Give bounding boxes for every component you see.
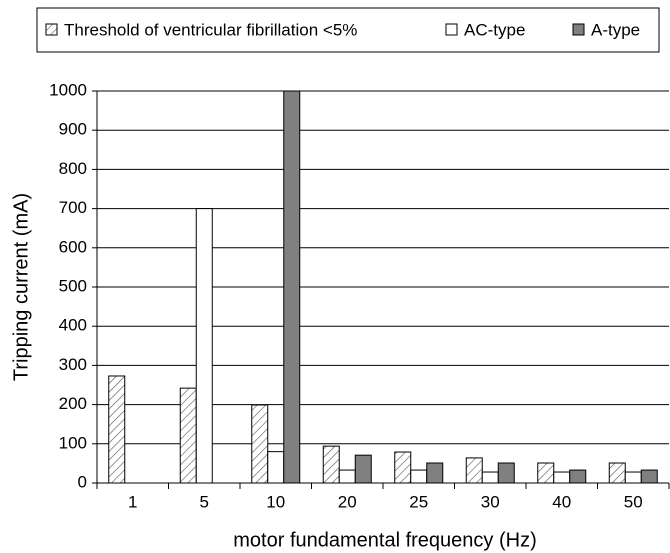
- y-tick-label: 300: [59, 355, 87, 374]
- bar: [410, 469, 428, 484]
- y-tick-label: 0: [78, 472, 87, 491]
- y-tick-label: 400: [59, 316, 87, 335]
- y-tick-label: 200: [59, 394, 87, 413]
- bar: [497, 462, 515, 484]
- y-tick-label: 100: [59, 433, 87, 452]
- bar: [624, 471, 642, 484]
- bar: [481, 471, 499, 484]
- bar: [426, 462, 444, 484]
- legend-swatch: [572, 23, 585, 36]
- x-tick-label: 20: [338, 492, 357, 511]
- x-tick-label: 25: [409, 492, 428, 511]
- bar: [569, 469, 587, 484]
- legend-box: [36, 7, 660, 53]
- bar: [322, 445, 340, 484]
- y-tick-label: 1000: [49, 80, 87, 99]
- x-tick-label: 1: [128, 492, 137, 511]
- x-tick-label: 30: [481, 492, 500, 511]
- bar: [251, 404, 269, 484]
- bar: [108, 375, 126, 484]
- x-axis-label: motor fundamental frequency (Hz): [233, 529, 536, 551]
- legend-label: AC-type: [464, 20, 525, 39]
- legend-swatch: [45, 23, 58, 36]
- x-tick-label: 40: [552, 492, 571, 511]
- x-tick-label: 5: [200, 492, 209, 511]
- bar: [179, 387, 197, 484]
- bar: [553, 471, 571, 484]
- bar: [338, 469, 356, 484]
- x-tick-label: 10: [266, 492, 285, 511]
- y-tick-label: 500: [59, 276, 87, 295]
- y-axis-label: Tripping current (mA): [10, 193, 32, 381]
- y-tick-label: 600: [59, 237, 87, 256]
- y-tick-label: 800: [59, 159, 87, 178]
- legend-swatch: [445, 23, 458, 36]
- bar: [640, 469, 658, 484]
- legend-label: Threshold of ventricular fibrillation <5…: [64, 20, 357, 39]
- y-tick-label: 900: [59, 120, 87, 139]
- bar: [608, 462, 626, 484]
- bar: [394, 451, 412, 484]
- legend-label: A-type: [591, 20, 640, 39]
- y-tick-label: 700: [59, 198, 87, 217]
- x-tick-label: 50: [624, 492, 643, 511]
- bar: [354, 454, 372, 484]
- bar: [195, 208, 213, 484]
- bar: [465, 457, 483, 484]
- bar: [267, 451, 285, 484]
- bar: [537, 462, 555, 484]
- bar: [283, 90, 301, 484]
